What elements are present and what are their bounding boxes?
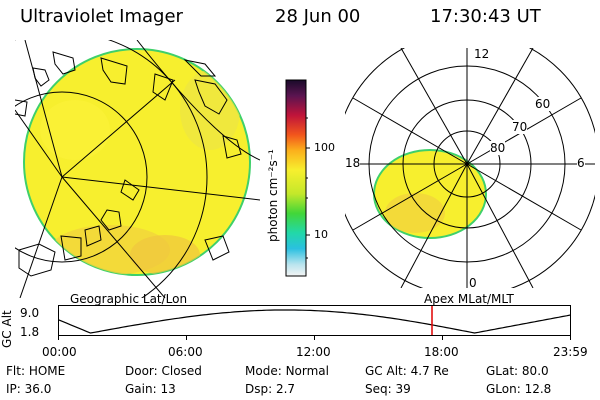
time-tick-2359: 23:59 bbox=[553, 345, 588, 359]
status-door: Door: Closed bbox=[125, 364, 202, 378]
lat-label-80: 80 bbox=[490, 141, 506, 155]
time-tick-1800: 18:00 bbox=[424, 345, 459, 359]
altitude-tick-high: 9.0 bbox=[20, 306, 40, 320]
uv-texture-right bbox=[385, 193, 445, 233]
colorbar-gradient bbox=[285, 79, 307, 277]
status-glat: GLat: 80.0 bbox=[486, 364, 549, 378]
status-ip: IP: 36.0 bbox=[6, 382, 52, 396]
altitude-tick-low: 1.8 bbox=[20, 325, 40, 339]
altitude-curve bbox=[58, 309, 571, 334]
status-seq: Seq: 39 bbox=[365, 382, 411, 396]
mlt-label-dawn: 6 bbox=[577, 156, 585, 170]
left-panel-caption: Geographic Lat/Lon bbox=[70, 292, 188, 306]
geographic-map-panel bbox=[15, 40, 260, 298]
coastlines bbox=[15, 51, 242, 277]
status-mode: Mode: Normal bbox=[245, 364, 329, 378]
colorbar-ticks bbox=[306, 117, 310, 259]
status-flight: Flt: HOME bbox=[6, 364, 66, 378]
mlt-label-midnight: 0 bbox=[469, 276, 477, 290]
altitude-plot bbox=[58, 305, 571, 340]
time-tick-1200: 12:00 bbox=[296, 345, 331, 359]
colorbar bbox=[285, 79, 310, 277]
altitude-x-ticks bbox=[58, 335, 571, 340]
mlt-label-noon: 12 bbox=[474, 47, 490, 61]
graticule bbox=[15, 40, 260, 298]
polar-plot bbox=[345, 48, 595, 288]
lat-label-70: 70 bbox=[512, 120, 528, 134]
status-dsp: Dsp: 2.7 bbox=[245, 382, 296, 396]
time-tick-0000: 00:00 bbox=[42, 345, 77, 359]
date-label: 28 Jun 00 bbox=[275, 6, 361, 27]
status-gain: Gain: 13 bbox=[125, 382, 176, 396]
status-gc-alt: GC Alt: 4.7 Re bbox=[365, 364, 449, 378]
colorbar-tick-10: 10 bbox=[314, 228, 328, 241]
colorbar-unit-label: photon cm⁻²s⁻¹ bbox=[266, 149, 280, 242]
time-label: 17:30:43 UT bbox=[430, 6, 541, 27]
app-title: Ultraviolet Imager bbox=[20, 6, 183, 27]
right-panel-caption: Apex MLat/MLT bbox=[424, 292, 514, 306]
lat-label-60: 60 bbox=[535, 97, 551, 111]
mlt-label-dusk: 18 bbox=[345, 156, 361, 170]
status-glon: GLon: 12.8 bbox=[486, 382, 552, 396]
colorbar-tick-100: 100 bbox=[314, 141, 335, 154]
time-tick-0600: 06:00 bbox=[168, 345, 203, 359]
altitude-axis-label: GC Alt bbox=[0, 310, 14, 348]
